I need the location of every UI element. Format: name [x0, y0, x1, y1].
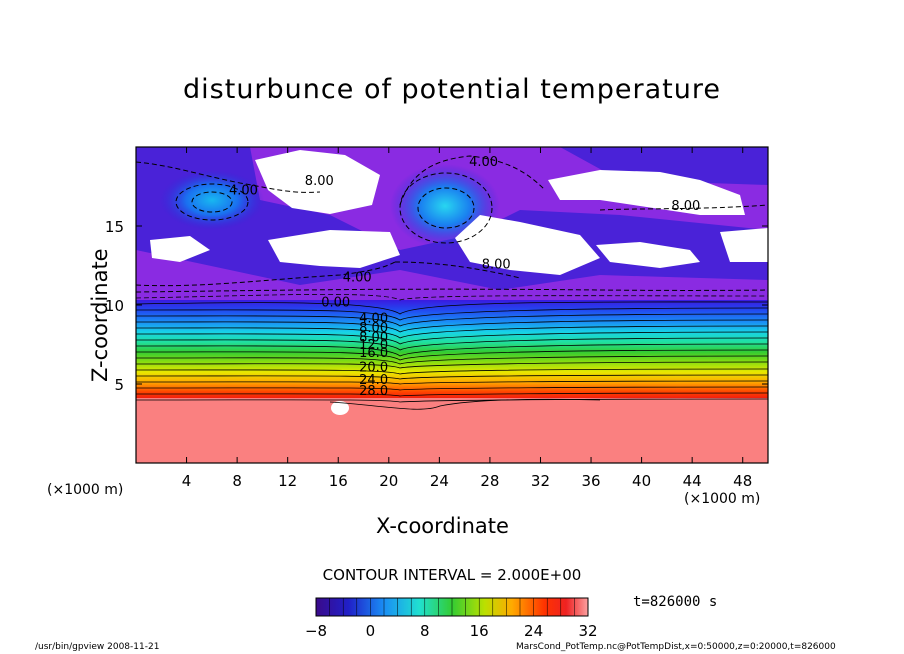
contour-label: 0.00: [321, 296, 350, 311]
contour-label: 8.00: [671, 199, 700, 214]
y-axis: 5 10 15: [105, 218, 768, 394]
y-tick-label: 10: [105, 297, 124, 315]
contour-interval-label: CONTOUR INTERVAL = 2.000E+00: [322, 566, 582, 584]
chart-title: disturbunce of potential temperature: [183, 74, 721, 105]
contour-label: 4.00: [343, 270, 372, 285]
x-tick-label: 48: [733, 472, 752, 490]
x-tick-label: 12: [278, 472, 297, 490]
x-tick-label: 8: [232, 472, 242, 490]
contour-label: 4.00: [359, 311, 388, 326]
contour-label: 8.00: [359, 321, 388, 336]
contour-label: 20.0: [359, 360, 388, 375]
time-label: t=826000 s: [633, 594, 718, 610]
contour-label: 24.0: [359, 373, 388, 388]
colorbar-tick-label: 16: [470, 622, 489, 640]
contour-label: 4.00: [229, 183, 258, 198]
x-axis-title: X-coordinate: [376, 514, 509, 538]
contour-label: 8.00: [305, 174, 334, 189]
contour-label: 4.00: [469, 155, 498, 170]
x-unit-label-right: (×1000 m): [684, 491, 761, 507]
x-tick-label: 36: [581, 472, 600, 490]
colorbar-tick-label: −8: [305, 622, 327, 640]
colorbar-tick-label: 8: [420, 622, 430, 640]
x-unit-label-left: (×1000 m): [47, 482, 124, 498]
footer-data-source: MarsCond_PotTemp.nc@PotTempDist,x=0:5000…: [516, 642, 836, 652]
contour-label-layer: 4.008.004.008.008.004.000.004.008.008.00…: [229, 155, 700, 399]
colorbar-tick-label: 24: [524, 622, 543, 640]
x-tick-label: 32: [531, 472, 550, 490]
contour-label: 12.0: [359, 338, 388, 353]
footer-program-date: /usr/bin/gpview 2008-11-21: [35, 642, 160, 652]
colorbar-stripes: [329, 598, 575, 616]
x-tick-label: 4: [182, 472, 192, 490]
contour-label: 8.00: [482, 258, 511, 273]
heatmap-field: [136, 147, 768, 463]
contour-label: 8.00: [359, 330, 388, 345]
colorbar-tick-label: 32: [578, 622, 597, 640]
colorbar-ticks: −8 0 8 16 24 32: [305, 622, 598, 640]
x-tick-label: 28: [480, 472, 499, 490]
y-axis-title: Z-coordinate: [88, 248, 112, 382]
x-tick-label: 20: [379, 472, 398, 490]
x-axis: 4 8 12 16 20 24 28 32 36 40 44 48: [182, 147, 752, 490]
y-tick-label: 15: [105, 218, 124, 236]
x-tick-label: 44: [683, 472, 702, 490]
x-tick-label: 24: [430, 472, 449, 490]
y-tick-label: 5: [114, 376, 124, 394]
contour-label: 16.0: [359, 346, 388, 361]
x-tick-label: 40: [632, 472, 651, 490]
x-tick-label: 16: [329, 472, 348, 490]
contour-label: 28.0: [359, 384, 388, 399]
colorbar-tick-label: 0: [366, 622, 376, 640]
